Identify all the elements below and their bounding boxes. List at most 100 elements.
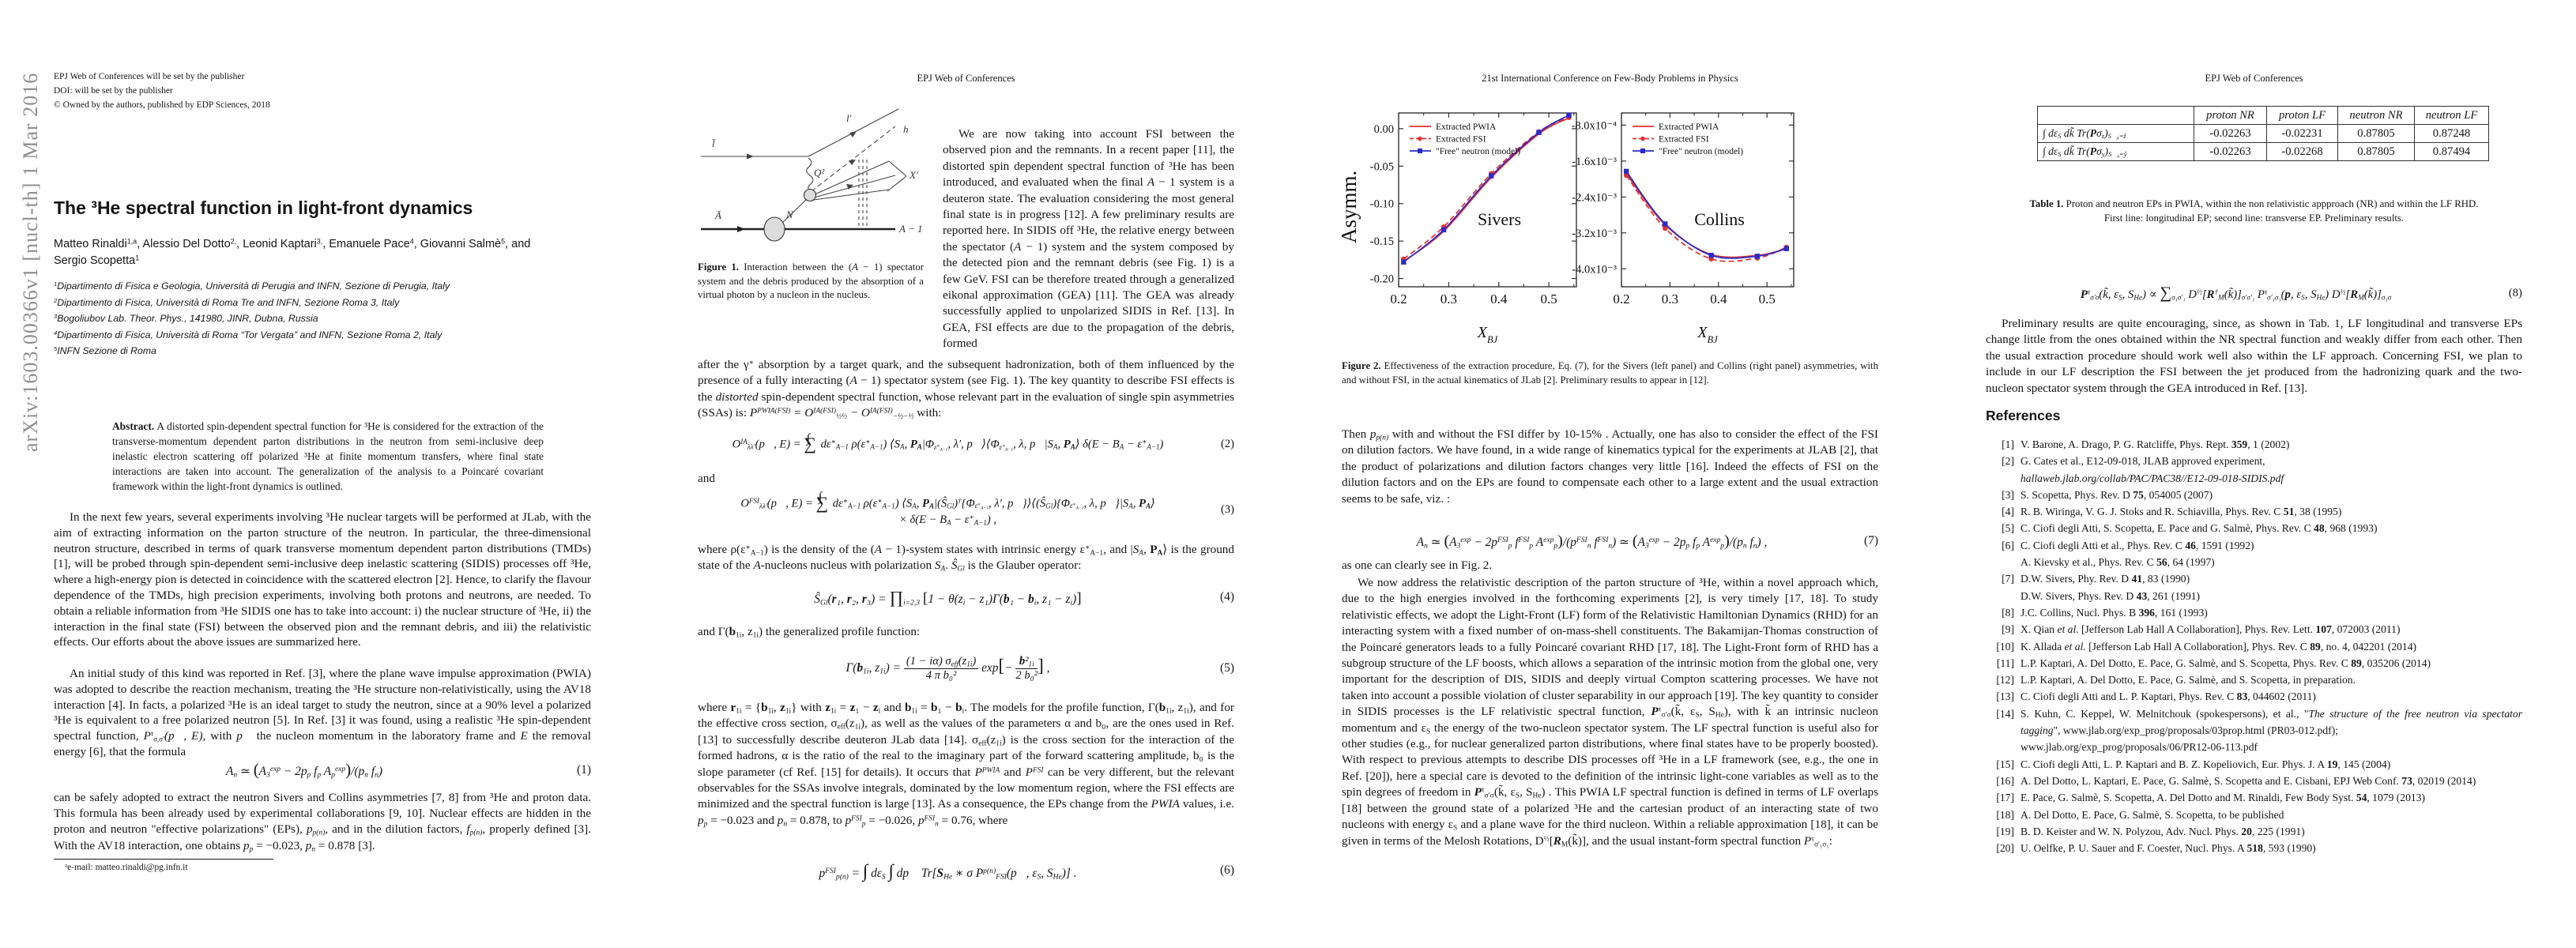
- svg-text:0.5: 0.5: [1759, 292, 1776, 307]
- affiliation: 1Dipartimento di Fisica e Geologia, Univ…: [54, 280, 450, 292]
- svg-text:0.5: 0.5: [1541, 292, 1557, 307]
- reference-item: [15] C. Ciofi degli Atti, L. P. Kaptari a…: [1986, 756, 2522, 773]
- equation-body: Γ(b1i, z1i) = (1 − iα) σeff(z1i) 4 π b₀² …: [845, 654, 1050, 682]
- lepton-out-label: l′: [846, 112, 852, 124]
- equation-1: An ≃ (A3exp − 2pp fp Apexp)/(pn fn) (1): [54, 758, 591, 782]
- table-cell: 0.87805: [2337, 142, 2415, 161]
- table-header-cell: proton NR: [2194, 106, 2267, 125]
- reference-item: [5] C. Ciofi degli Atti, S. Scopetta, E. …: [1986, 520, 2522, 536]
- equation-2: OIAλλ′(p⃗, E) = ∑ ∫ dε∗A−1 ρ(ε∗A−1) ⟨SA, …: [698, 427, 1234, 461]
- table-cell: -0.02231: [2266, 124, 2338, 143]
- paragraph: where ρ(ε∗A−1) is the density of the (A …: [698, 543, 1234, 574]
- debris-label: X′: [909, 169, 918, 181]
- reference-text: V. Barone, A. Drago, P. G. Ratcliffe, Ph…: [2021, 438, 2290, 450]
- table-cell: -0.02263: [2194, 142, 2267, 161]
- reference-number: [15]: [1996, 758, 2014, 770]
- arxiv-watermark: arXiv:1603.00366v1 [nucl-th] 1 Mar 2016: [19, 72, 42, 452]
- svg-text:-4.0x10⁻³: -4.0x10⁻³: [1572, 263, 1617, 276]
- reference-item: [16] A. Del Dotto, L. Kaptari, E. Pace, G…: [1986, 773, 2522, 789]
- affiliation: 2Dipartimento di Fisica, Università di R…: [54, 296, 400, 308]
- reference-number: [5]: [2002, 522, 2014, 535]
- reference-text: A. Del Dotto, L. Kaptari, E. Pace, G. Sa…: [2021, 774, 2476, 787]
- svg-text:Extracted PWIA: Extracted PWIA: [1659, 122, 1719, 132]
- page-3: 21st International Conference on Few-Bod…: [1288, 0, 1932, 948]
- reference-number: [17]: [1996, 792, 2014, 804]
- page-2: EPJ Web of Conferences l: [644, 0, 1288, 948]
- equation-body: ŜGl(r₁, r₂, r₃) = ∏i=2,3 [1 − θ(zi − z₁)…: [814, 587, 1082, 607]
- reference-number: [13]: [1996, 690, 2014, 703]
- figure-2-caption: Figure 2. Effectiveness of the extractio…: [1342, 360, 1878, 386]
- figure-2-chart: 0.2 0.3 0.4 0.5 0.00 -0.05 -0.10 -0.15 -0.20 Sive…: [1337, 112, 1795, 345]
- paragraph: Preliminary results are quite encouragin…: [1986, 317, 2522, 395]
- figure-1-diagram: l̄ l′ h Q² N Ā X′ A − 1: [701, 108, 922, 242]
- paper-title: The ³He spectral function in light-front…: [54, 198, 473, 218]
- running-header: EPJ Web of Conferences: [2205, 73, 2303, 84]
- reference-number: [18]: [1996, 808, 2014, 821]
- header-line: © Owned by the authors, published by EDP…: [54, 100, 270, 110]
- equation-body: OIAλλ′(p⃗, E) = ∑ ∫ dε∗A−1 ρ(ε∗A−1) ⟨SA, …: [732, 430, 1164, 453]
- table-header-row: proton NR proton LF neutron NR neutron L…: [2037, 106, 2489, 125]
- running-header: 21st International Conference on Few-Bod…: [1482, 73, 1738, 84]
- affiliations: 1Dipartimento di Fisica e Geologia, Univ…: [54, 278, 591, 359]
- nucleon-label: N: [785, 209, 794, 220]
- affiliation: 5INFN Sezione di Roma: [54, 345, 156, 356]
- beam-arrow: [737, 226, 745, 232]
- reference-text: R. B. Wiringa, V. G. J. Stoks and R. Sch…: [2021, 506, 2342, 518]
- table-header-cell: proton LF: [2266, 106, 2338, 125]
- reference-number: [9]: [2002, 623, 2014, 636]
- svg-text:0.3: 0.3: [1662, 292, 1678, 307]
- table-1-caption: Table 1. Proton and neutron EPs in PWIA,…: [2029, 198, 2479, 224]
- svg-text:Extracted PWIA: Extracted PWIA: [1436, 122, 1497, 132]
- spectator-label: A − 1: [898, 223, 922, 235]
- reference-number: [4]: [2002, 506, 2014, 518]
- reference-text: U. Oelfke, P. U. Sauer and F. Coester, N…: [2021, 842, 2316, 855]
- reference-number: [2]: [2002, 455, 2014, 468]
- equation-number: (8): [2508, 286, 2522, 299]
- affiliation: 4Dipartimento di Fisica, Università di R…: [54, 329, 443, 340]
- reference-number: [20]: [1996, 842, 2014, 855]
- paragraph: In the next few years, several experimen…: [54, 510, 591, 649]
- equation-number: (4): [1220, 590, 1234, 604]
- reference-text: J.C. Collins, Nucl. Phys. B 396, 161 (19…: [2021, 606, 2208, 619]
- abstract: Abstract. A distorted spin-dependent spe…: [112, 420, 544, 492]
- reference-number: [16]: [1996, 774, 2014, 787]
- equation-number: (3): [1220, 502, 1234, 516]
- reference-item: [14] S. Kuhn, C. Keppel, W. Melnitchouk (…: [1986, 705, 2522, 756]
- reference-number: [8]: [2002, 606, 2014, 619]
- reference-text: L.P. Kaptari, A. Del Dotto, E. Pace, G. …: [2021, 674, 2356, 687]
- table-1: proton NR proton LF neutron NR neutron L…: [2037, 106, 2489, 161]
- reference-text: X. Qian et al. [Jefferson Lab Hall A Col…: [2021, 623, 2401, 636]
- nucleus-blob: [763, 216, 785, 242]
- svg-text:Asymm.: Asymm.: [1337, 171, 1361, 243]
- equation-body: An ≃ (A3exp − 2pFSIp fFSIp Aexpp)/(pFSIn…: [1416, 532, 1768, 550]
- reference-text: L.P. Kaptari, A. Del Dotto, E. Pace, G. …: [2021, 656, 2431, 669]
- reference-item: [20] U. Oelfke, P. U. Sauer and F. Coeste…: [1986, 840, 2522, 856]
- equation-body: OFSIλλ′(p⃗, E) = ∑ ∫ dε∗A−1 ρ(ε∗A−1) ⟨SA,…: [740, 489, 1155, 526]
- reference-item: [17] E. Pace, G. Salmè, S. Scopetta, A. D…: [1986, 789, 2522, 806]
- svg-text:-2.4x10⁻³: -2.4x10⁻³: [1572, 191, 1617, 204]
- lepton-in-label: l̄: [712, 137, 716, 149]
- table-row: ∫ dεS dk̃ Tr(Pσy)S⃗A=ŷ -0.02263 -0.02268…: [2037, 142, 2489, 161]
- hadron-label: h: [903, 123, 909, 135]
- references-list: [1] V. Barone, A. Drago, P. G. Ratcliffe,…: [1986, 436, 2522, 856]
- reference-item: [2] G. Cates et al., E12-09-018, JLAB app…: [1986, 453, 2522, 487]
- figure-1-caption: Figure 1. Interaction between the (A − 1…: [698, 261, 924, 301]
- table-cell: 0.87494: [2414, 142, 2489, 161]
- paragraph: We are now taking into account FSI betwe…: [943, 127, 1234, 351]
- svg-text:0.2: 0.2: [1390, 292, 1407, 307]
- reference-text: C. Ciofi degli Atti et al., Phys. Rev. C…: [2021, 539, 2254, 569]
- equation-body: An ≃ (A3exp − 2pp fp Apexp)/(pn fn): [225, 761, 383, 780]
- equation-number: (1): [577, 763, 591, 777]
- publisher-header: EPJ Web of Conferences will be set by th…: [54, 70, 386, 112]
- reference-text: A. Del Dotto, E. Pace, G. Salmè, S. Scop…: [2021, 808, 2284, 821]
- table-header-cell: neutron NR: [2337, 106, 2415, 125]
- reference-text: D.W. Sivers, Phy. Rev. D 41, 83 (1990) D.…: [2021, 573, 2201, 602]
- equation-4: ŜGl(r₁, r₂, r₃) = ∏i=2,3 [1 − θ(zi − z₁)…: [698, 581, 1234, 613]
- reference-number: [3]: [2002, 488, 2014, 501]
- reference-text: K. Allada et al. [Jefferson Lab Hall A C…: [2021, 640, 2417, 653]
- svg-text:-0.05: -0.05: [1370, 160, 1394, 173]
- affiliation: 3Bogoliubov Lab. Theor. Phys., 141980, J…: [54, 313, 318, 324]
- footnote-rule: [54, 859, 273, 860]
- svg-text:-3.2x10⁻³: -3.2x10⁻³: [1572, 228, 1617, 240]
